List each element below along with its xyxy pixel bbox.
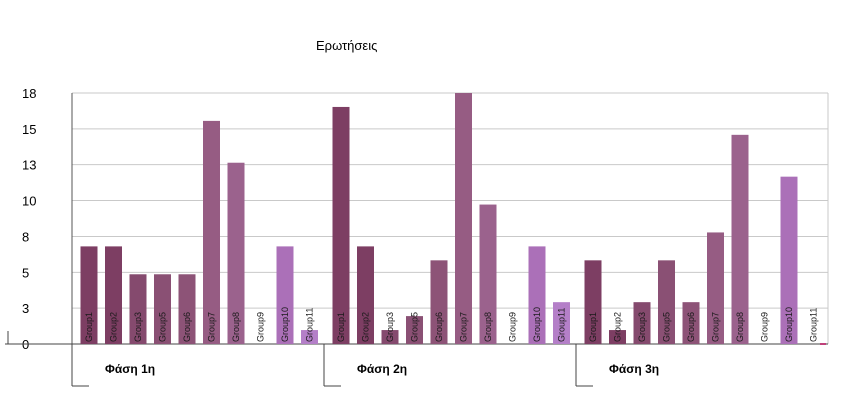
bar: [682, 302, 700, 344]
phase-label: Φάση 2η: [357, 362, 407, 376]
bar: [479, 204, 497, 344]
y-tick-label: 3: [22, 301, 29, 316]
bar-category-label: Group9: [508, 312, 518, 342]
bar-category-label: Group10: [532, 307, 542, 342]
bar-category-label: Group6: [686, 312, 696, 342]
bar-category-label: Group7: [459, 312, 469, 342]
phase-label: Φάση 1η: [105, 362, 155, 376]
bar-category-label: Group8: [483, 312, 493, 342]
gridlines: [72, 92, 828, 309]
bar-category-label: Group1: [588, 312, 598, 342]
bar: [658, 260, 675, 344]
bar: [332, 106, 350, 344]
bar: [381, 330, 399, 344]
bar: [609, 330, 626, 344]
bar-category-label: Group7: [207, 312, 217, 342]
bar: [80, 246, 98, 344]
bar: [528, 246, 546, 344]
bar-category-label: Group5: [662, 312, 672, 342]
bar-category-label: Group3: [133, 312, 143, 342]
bar-category-label: Group3: [637, 312, 647, 342]
y-tick-label: 18: [22, 86, 36, 101]
bar-category-label: Group10: [784, 307, 794, 342]
y-tick-label: 5: [22, 265, 29, 280]
bar: [780, 176, 798, 344]
bar: [553, 302, 570, 344]
bar-category-label: Group2: [361, 312, 371, 342]
bar: [731, 134, 749, 344]
bar: [276, 246, 294, 344]
y-tick-label: 10: [22, 194, 36, 209]
bar-category-label: Group2: [109, 312, 119, 342]
bar-category-label: Group9: [256, 312, 266, 342]
phase-labels: Φάση 1η Φάση 2η Φάση 3η: [105, 362, 659, 376]
bar-category-label: Group6: [182, 312, 192, 342]
bar: [203, 120, 220, 344]
bar: [129, 274, 147, 344]
bar-category-label: Group6: [434, 312, 444, 342]
bar-category-label: Group11: [305, 308, 315, 342]
bar-category-label: Group11: [809, 308, 819, 342]
bar: [633, 302, 651, 344]
bar: [227, 162, 245, 344]
bar: [301, 330, 318, 344]
bar-category-label: Group1: [336, 312, 346, 342]
bar-category-label: Group8: [735, 312, 745, 342]
chart-title: Ερωτήσεις: [316, 38, 377, 53]
bar: [357, 246, 374, 344]
y-tick-label: 13: [22, 158, 36, 173]
bar: [455, 93, 472, 344]
bar: [707, 232, 724, 344]
y-tick-label: 15: [22, 122, 36, 137]
bar-category-label: Group1: [84, 312, 94, 342]
bar: [584, 260, 602, 344]
y-tick-label: 8: [22, 229, 29, 244]
bar-category-label: Group2: [613, 312, 623, 342]
bar-category-label: Group3: [385, 312, 395, 342]
bar-category-label: Group7: [711, 312, 721, 342]
bar-category-label: Group9: [760, 312, 770, 342]
bar: [406, 316, 423, 344]
bar: [154, 274, 171, 344]
bars: [80, 93, 798, 344]
bar: [430, 260, 448, 344]
bar-category-label: Group5: [410, 312, 420, 342]
bar-category-label: Group10: [280, 307, 290, 342]
bar: [105, 246, 122, 344]
bar-labels: Group1 Group2 Group3 Group5 Group6 Group7 Grou…: [84, 307, 819, 342]
bar: [178, 274, 196, 344]
bar-category-label: Group5: [158, 312, 168, 342]
bar-category-label: Group8: [231, 312, 241, 342]
bar-category-label: Group11: [557, 308, 567, 342]
phase-label: Φάση 3η: [609, 362, 659, 376]
